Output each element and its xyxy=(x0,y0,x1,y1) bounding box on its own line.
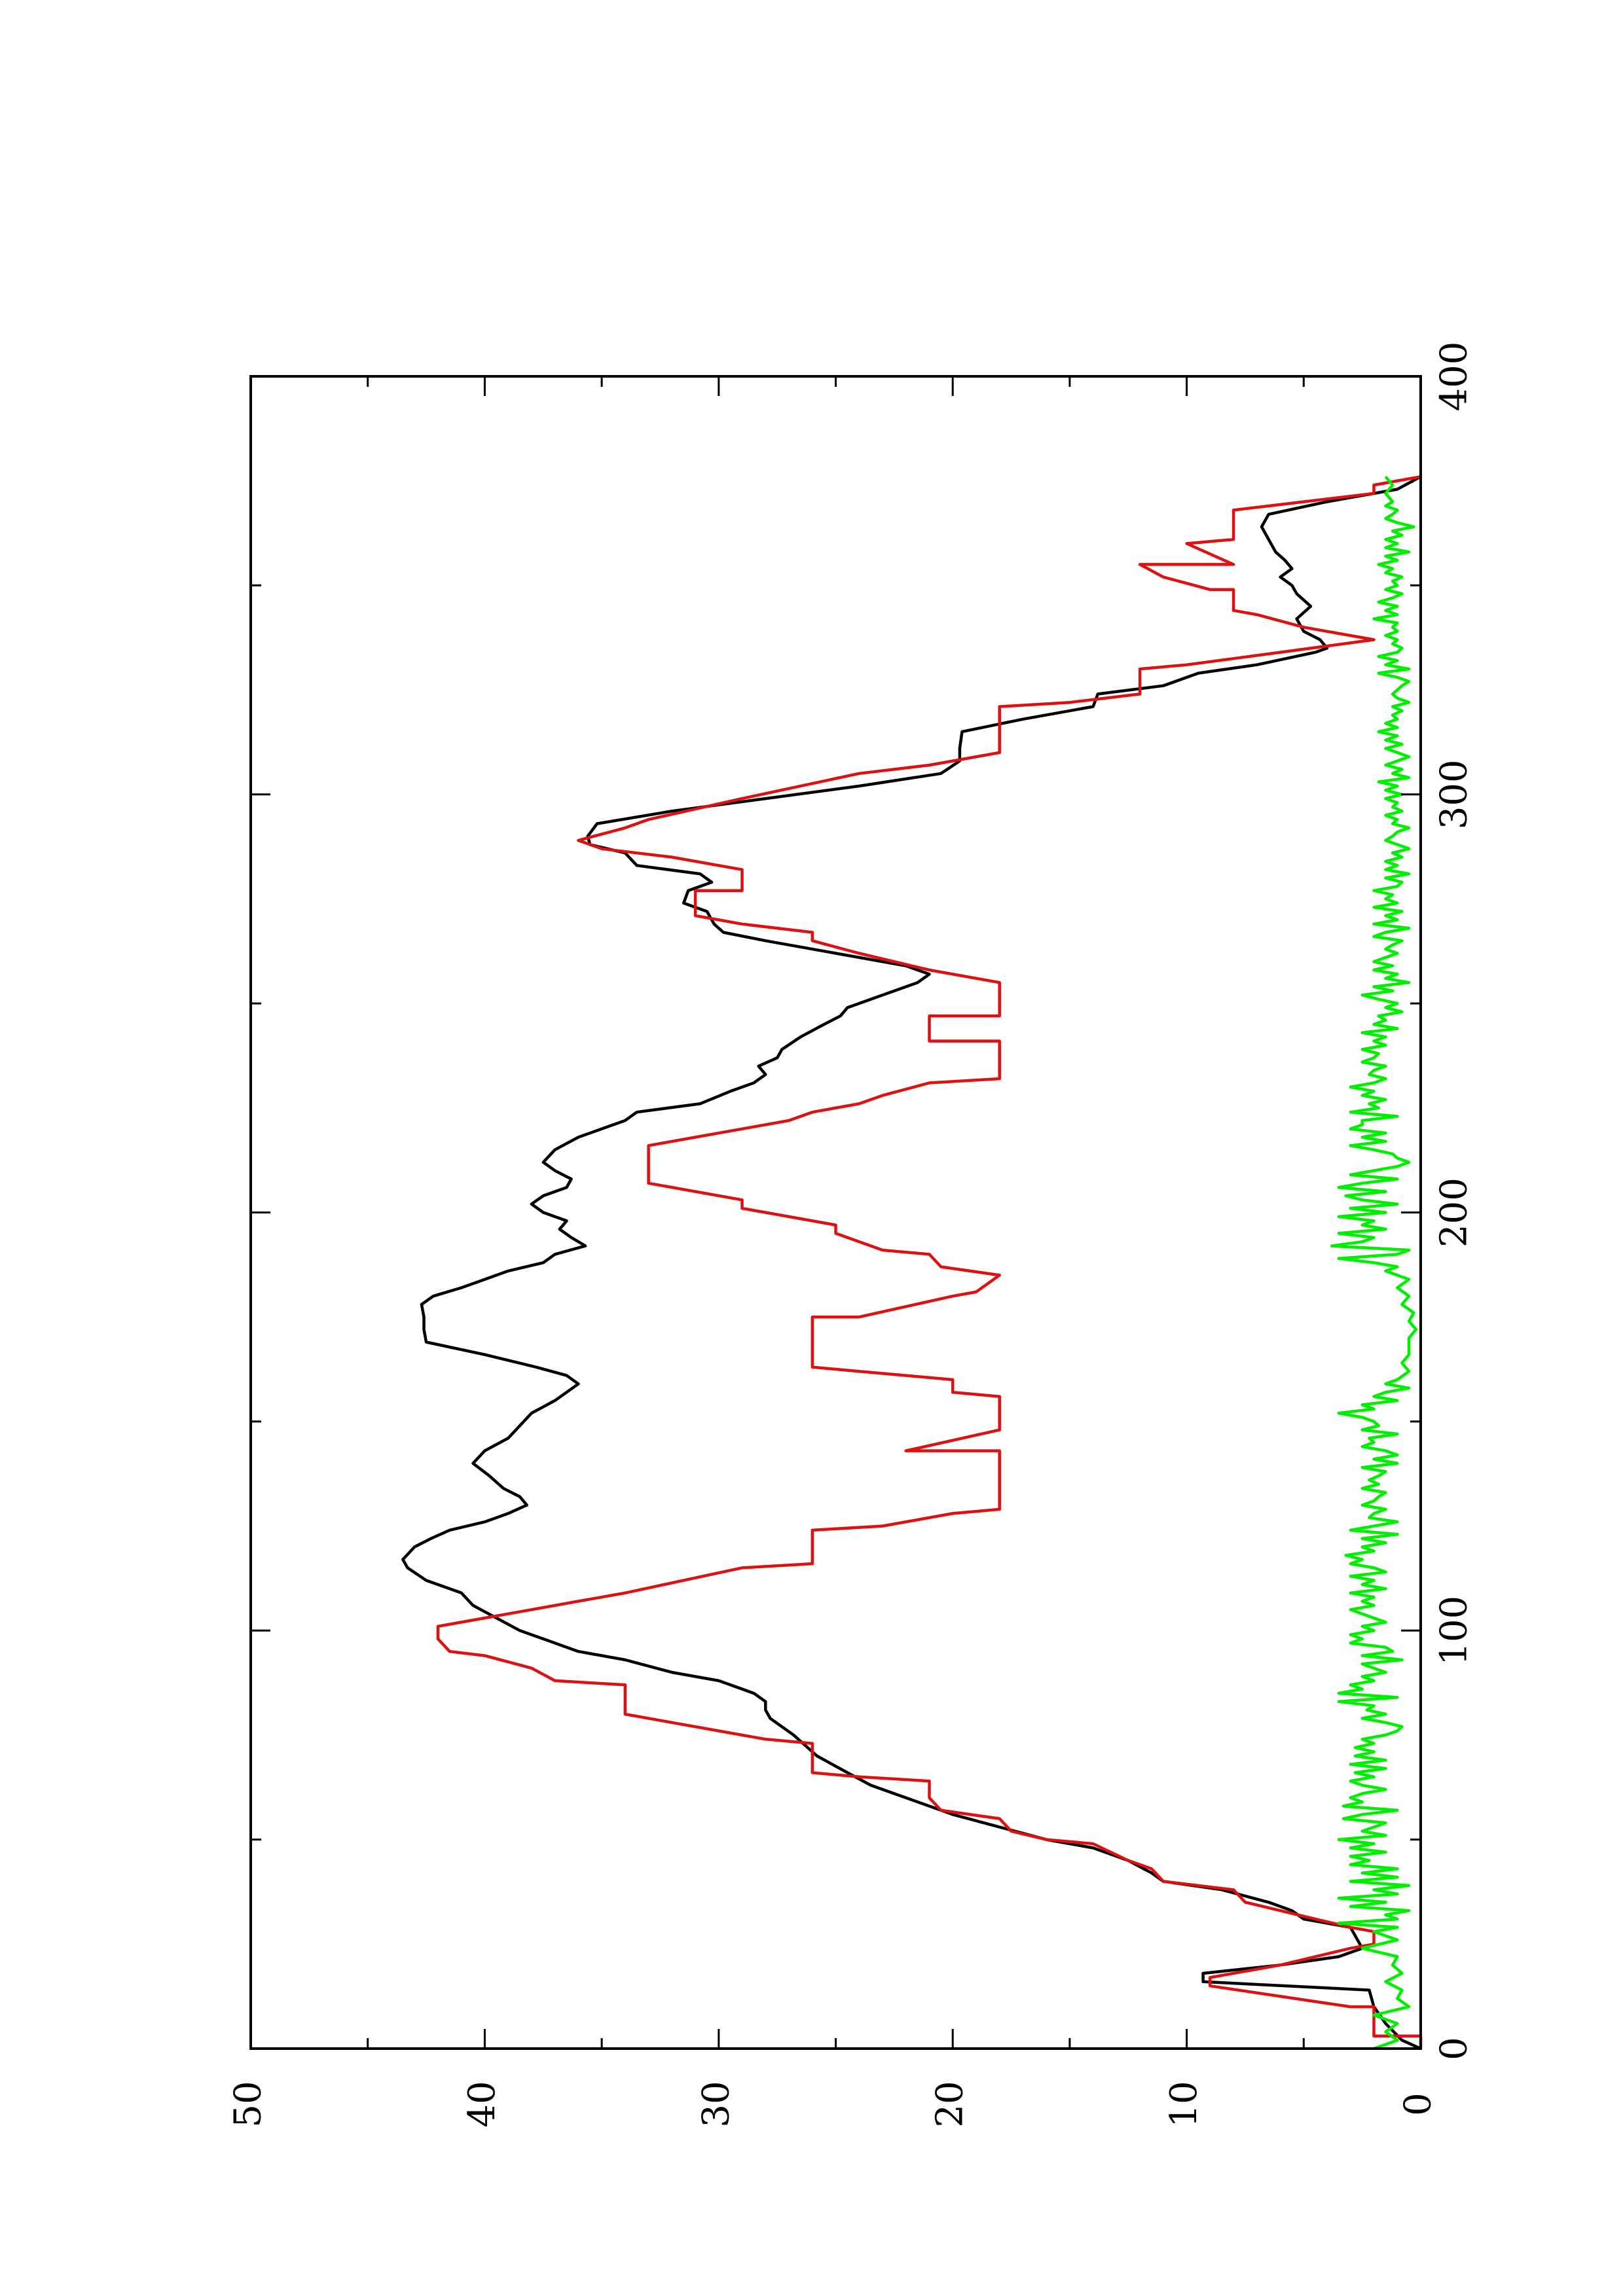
series-line-1 xyxy=(401,475,1422,2051)
x-tick-label: 400 xyxy=(1433,342,1476,412)
y-tick-label: 30 xyxy=(695,2081,737,2127)
y-tick-label: 10 xyxy=(1163,2081,1205,2127)
y-tick-label: 20 xyxy=(929,2081,972,2127)
series-line-2 xyxy=(436,475,1423,2049)
y-tick-label: 40 xyxy=(461,2081,503,2127)
x-tick-label: 0 xyxy=(1433,2037,1476,2060)
plot-frame xyxy=(249,375,1422,2050)
x-tick-label: 300 xyxy=(1433,759,1476,829)
series-layer xyxy=(401,475,1423,2051)
y-tick-label: 0 xyxy=(1397,2092,1440,2116)
x-tick-label: 100 xyxy=(1433,1596,1476,1666)
x-tick-label: 200 xyxy=(1433,1177,1476,1247)
y-tick-label: 50 xyxy=(227,2081,270,2127)
series-line-3 xyxy=(1330,475,1418,2051)
tick-layer: 0 100 200 300 400 0 10 20 30 40 50 xyxy=(227,342,1476,2128)
